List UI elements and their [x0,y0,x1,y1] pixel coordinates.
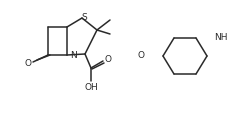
Text: O: O [137,52,144,61]
Text: S: S [81,14,87,23]
Text: O: O [24,59,32,68]
Text: O: O [105,55,111,64]
Text: OH: OH [84,83,98,92]
Text: N: N [70,52,76,61]
Text: NH: NH [214,33,228,43]
